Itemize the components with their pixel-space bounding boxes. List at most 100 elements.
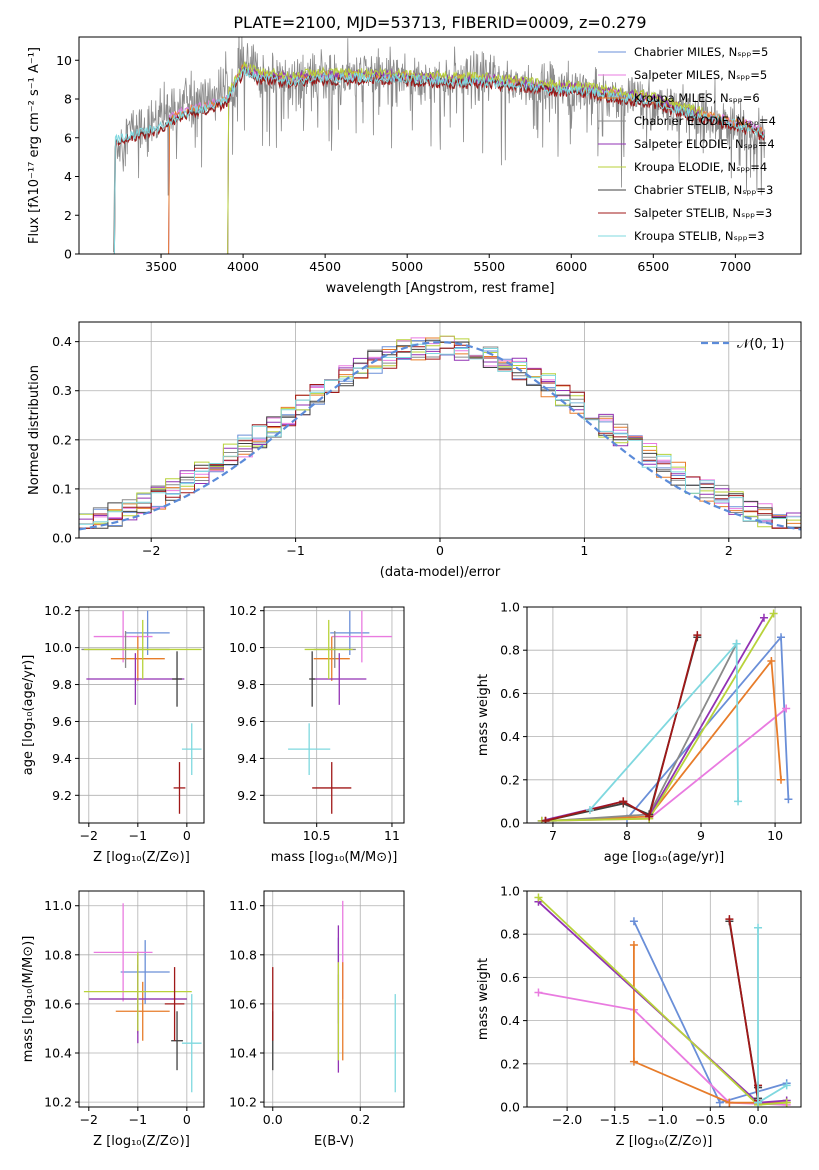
normal-curve <box>79 341 801 531</box>
mass-weight-marker <box>732 639 741 648</box>
errorbar-point <box>110 636 165 681</box>
x-axis-label: wavelength [Angstrom, rest frame] <box>326 281 555 296</box>
mass-weight-marker <box>629 941 638 949</box>
x-tick-label: 6000 <box>555 259 587 274</box>
errorbar-point <box>181 994 202 1093</box>
mass-weight-marker <box>541 816 550 823</box>
mass-weight-marker <box>782 704 791 713</box>
y-tick-label: 10.0 <box>229 640 257 655</box>
errorbar-point <box>330 610 370 655</box>
x-tick-label: −1 <box>286 543 304 558</box>
axes-frame <box>78 890 205 1108</box>
model-line <box>226 61 703 254</box>
x-tick-label: 2 <box>725 543 733 558</box>
figure-title: PLATE=2100, MJD=53713, FIBERID=0009, z=0… <box>233 13 646 32</box>
mass-weight-marker <box>784 795 793 804</box>
plot-area <box>272 900 396 1093</box>
plot-area <box>288 610 392 814</box>
errorbar-point <box>171 1011 183 1071</box>
y-tick-label: 0.0 <box>500 1100 520 1115</box>
x-tick-label: −1.5 <box>600 1112 630 1127</box>
axes-decor: 3500 4000 4500 5000 5500 6000 6500 7000 0 2 4 6 8 10 w… <box>27 36 802 296</box>
mass-weight-marker <box>629 1057 638 1066</box>
errorbar-point <box>173 762 186 814</box>
x-tick-label: −0.5 <box>695 1112 725 1127</box>
x-tick-label: −2 <box>80 1112 98 1127</box>
y-axis-label: mass weight <box>476 674 491 756</box>
axes-decor: −2.0 −1.5 −1.0 −0.5 0.0 0.0 0.2 0.4 0.6 0.8 1.0 Z [… <box>476 884 802 1149</box>
x-tick-label: 10 <box>767 828 783 843</box>
legend-label: Kroupa ELODIE, Nₛₚₚ=4 <box>634 160 767 174</box>
y-tick-label: 10 <box>56 53 72 68</box>
y-tick-label: 10.2 <box>44 603 72 618</box>
errorbar-point <box>312 653 367 705</box>
y-tick-label: 10.2 <box>44 1095 72 1110</box>
plot-area <box>534 893 791 1107</box>
x-tick-label: 11 <box>384 828 400 843</box>
errorbar-point <box>313 636 350 681</box>
mass-weight-line <box>757 927 788 1105</box>
y-tick-label: 9.6 <box>52 714 72 729</box>
x-tick-label: −2.0 <box>552 1112 582 1127</box>
mass-weight-marker <box>619 797 628 806</box>
y-tick-label: 9.4 <box>237 751 257 766</box>
y-tick-label: 10.8 <box>229 947 257 962</box>
x-tick-label: 4000 <box>227 259 259 274</box>
x-axis-label: E(B-V) <box>314 1134 354 1149</box>
y-tick-label: 2 <box>64 208 72 223</box>
y-tick-label: 8 <box>64 92 72 107</box>
y-tick-label: 0.1 <box>52 481 72 496</box>
legend-label: Kroupa STELIB, Nₛₚₚ=3 <box>634 229 765 243</box>
x-tick-label: 0.0 <box>263 1112 283 1127</box>
x-tick-label: −1 <box>129 1112 147 1127</box>
mass-weight-marker <box>782 1081 791 1090</box>
errorbar-point <box>309 651 316 707</box>
y-axis-label: Flux [fλ10⁻¹⁷ erg cm⁻² s⁻¹ A⁻¹] <box>27 47 42 244</box>
y-tick-label: 10.6 <box>229 996 257 1011</box>
y-tick-label: 10.4 <box>44 1046 72 1061</box>
x-tick-label: 5500 <box>473 259 505 274</box>
x-axis-label: Z [log₁₀(Z/Z⊙)] <box>93 850 190 865</box>
errorbar-point <box>304 619 353 679</box>
plot-age-vs-mass: 10.5 11 9.2 9.4 9.6 9.8 10.0 10.2 mass [log₁₀(M/… <box>229 603 405 865</box>
errorbar-point <box>125 610 170 655</box>
y-tick-label: 6 <box>64 130 72 145</box>
y-tick-label: 0.2 <box>500 772 520 787</box>
legend-label: Chabrier ELODIE, Nₛₚₚ=4 <box>634 114 776 128</box>
model-line <box>113 67 765 254</box>
legend-label: 𝒩(0, 1) <box>737 337 784 352</box>
y-tick-label: 0.8 <box>500 643 520 658</box>
y-tick-label: 10.6 <box>44 996 72 1011</box>
x-tick-label: 7000 <box>719 259 751 274</box>
y-tick-label: 10.2 <box>229 603 257 618</box>
errorbar-point <box>181 723 202 775</box>
x-tick-label: −1 <box>129 828 147 843</box>
x-axis-label: age [log₁₀(age/yr)] <box>604 850 725 865</box>
y-tick-label: 0.3 <box>52 383 72 398</box>
mass-weight-marker <box>767 657 776 665</box>
x-tick-label: 10.5 <box>303 828 331 843</box>
plot-mass-vs-EBV: 0.0 0.2 10.2 10.4 10.6 10.8 11.0 E(B-V) <box>229 890 405 1149</box>
model-line <box>113 68 765 254</box>
legend-label: Chabrier MILES, Nₛₚₚ=5 <box>634 45 768 59</box>
histogram-step <box>79 343 801 525</box>
plot-massweight-vs-Z: −2.0 −1.5 −1.0 −0.5 0.0 0.0 0.2 0.4 0.6 0.8 1.0 Z [… <box>476 884 802 1149</box>
mass-weight-marker <box>693 631 702 640</box>
errorbar-point <box>83 619 202 679</box>
y-tick-label: 0.6 <box>500 970 520 985</box>
x-tick-label: 5000 <box>391 259 423 274</box>
plot-area <box>537 609 793 823</box>
x-tick-label: −2 <box>80 828 98 843</box>
mass-weight-marker <box>534 893 543 902</box>
y-tick-label: 10.4 <box>229 1046 257 1061</box>
mass-weight-marker <box>715 1098 724 1107</box>
plot-massweight-vs-age: 7 8 9 10 0.0 0.2 0.4 0.6 0.8 1.0 age [log₁₀(age/yr… <box>476 600 802 865</box>
y-tick-label: 0.0 <box>500 816 520 831</box>
axes-decor: −2 −1 0 10.2 10.4 10.6 10.8 11.0 Z [log₁₀(Z/Z⊙)]… <box>21 890 205 1149</box>
y-tick-label: 0.8 <box>500 927 520 942</box>
x-tick-label: 4500 <box>309 259 341 274</box>
mass-weight-marker <box>782 1098 791 1107</box>
y-axis-label: Normed distribution <box>27 365 42 495</box>
legend-label: Salpeter MILES, Nₛₚₚ=5 <box>634 68 767 82</box>
y-axis-label: mass weight <box>476 958 491 1040</box>
